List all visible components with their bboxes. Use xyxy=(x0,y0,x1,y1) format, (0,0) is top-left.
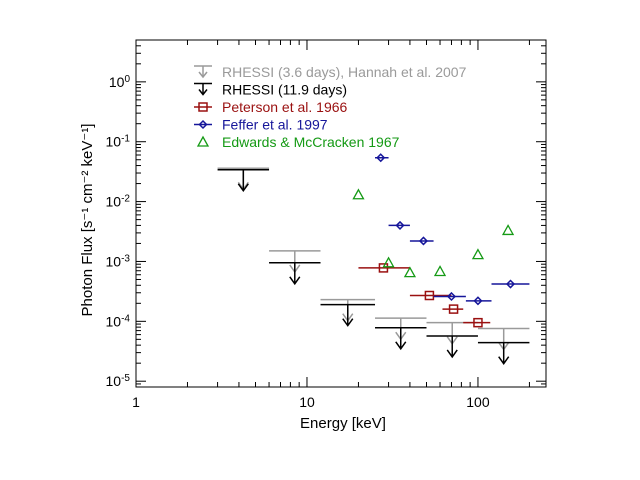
upper-limit-point xyxy=(269,262,321,286)
triangle-marker xyxy=(433,265,447,277)
diamond-point xyxy=(491,279,530,289)
diamond-marker xyxy=(505,279,516,289)
upper-limit-point xyxy=(320,303,376,327)
upper-limit-arrowhead xyxy=(342,318,354,327)
square-point xyxy=(409,290,452,301)
plot-area: 1 10 100 10-5 10-4 10-3 10-2 10-1 100 xyxy=(106,39,547,410)
diamond-point xyxy=(388,220,410,230)
square-point xyxy=(358,263,410,273)
x-tick-label: 1 xyxy=(132,394,140,410)
x-tick-label: 100 xyxy=(466,394,490,410)
upper-limit-point xyxy=(426,335,478,359)
y-tick-label: 10-2 xyxy=(106,193,131,210)
triangle-marker xyxy=(382,256,395,268)
x-tick-label: 10 xyxy=(299,394,315,410)
y-tick-label: 10-3 xyxy=(106,253,131,270)
diamond-point xyxy=(465,296,492,306)
legend-symbol-arrow xyxy=(198,89,208,96)
series-2 xyxy=(358,263,491,328)
legend-item: Peterson et al. 1966 xyxy=(194,99,348,115)
legend-label: RHESSI (3.6 days), Hannah et al. 2007 xyxy=(222,64,467,80)
legend-label: Peterson et al. 1966 xyxy=(222,99,348,115)
diamond-marker xyxy=(473,296,483,306)
legend-item: RHESSI (11.9 days) xyxy=(194,82,347,98)
square-marker xyxy=(424,290,435,301)
legend-diamond-marker xyxy=(198,119,208,130)
y-tick-label: 10-5 xyxy=(106,373,131,390)
upper-limit-arrowhead xyxy=(289,276,301,286)
diamond-marker xyxy=(395,220,405,230)
y-tick-label: 10-1 xyxy=(106,133,131,150)
legend-label: Edwards & McCracken 1967 xyxy=(222,134,400,150)
upper-limit-point xyxy=(375,327,427,351)
data-marks xyxy=(217,153,530,365)
upper-limit-arrowhead xyxy=(395,341,407,351)
diamond-point xyxy=(375,153,389,163)
diamond-marker xyxy=(418,236,429,246)
square-point xyxy=(442,304,464,314)
legend-label: RHESSI (11.9 days) xyxy=(222,82,347,98)
y-axis-title: Photon Flux [s⁻¹ cm⁻² keV⁻¹] xyxy=(79,124,96,317)
diamond-point xyxy=(433,291,466,302)
legend-square-marker xyxy=(198,102,208,112)
series-1 xyxy=(217,169,530,365)
upper-limit-arrowhead xyxy=(237,183,249,193)
square-marker xyxy=(448,304,459,314)
legend-item: Edwards & McCracken 1967 xyxy=(196,134,400,150)
square-marker xyxy=(378,263,389,273)
series-4 xyxy=(352,188,515,278)
square-point xyxy=(463,317,491,328)
triangle-marker xyxy=(501,224,515,236)
legend-triangle-marker xyxy=(196,135,210,147)
diamond-marker xyxy=(446,291,457,302)
legend-symbol-arrow xyxy=(198,71,208,79)
upper-limit-point xyxy=(477,341,530,365)
series-3 xyxy=(375,153,530,306)
y-tick-label: 100 xyxy=(109,73,131,90)
y-tick-label: 10-4 xyxy=(106,313,131,330)
upper-limit-arrowhead xyxy=(446,349,458,359)
square-marker xyxy=(473,317,483,328)
x-axis-title: Energy [keV] xyxy=(300,415,386,432)
legend-item: Feffer et al. 1997 xyxy=(194,117,328,133)
triangle-marker xyxy=(403,266,417,278)
upper-limit-point xyxy=(217,169,270,193)
upper-limit-arrowhead xyxy=(498,356,510,365)
legend-item: RHESSI (3.6 days), Hannah et al. 2007 xyxy=(194,64,467,80)
triangle-marker xyxy=(352,188,365,200)
legend: RHESSI (3.6 days), Hannah et al. 2007 RHE… xyxy=(194,64,467,150)
legend-label: Feffer et al. 1997 xyxy=(222,117,328,133)
plot-frame xyxy=(135,39,547,388)
diamond-point xyxy=(409,236,434,246)
triangle-marker xyxy=(471,248,485,260)
diamond-marker xyxy=(376,153,386,163)
